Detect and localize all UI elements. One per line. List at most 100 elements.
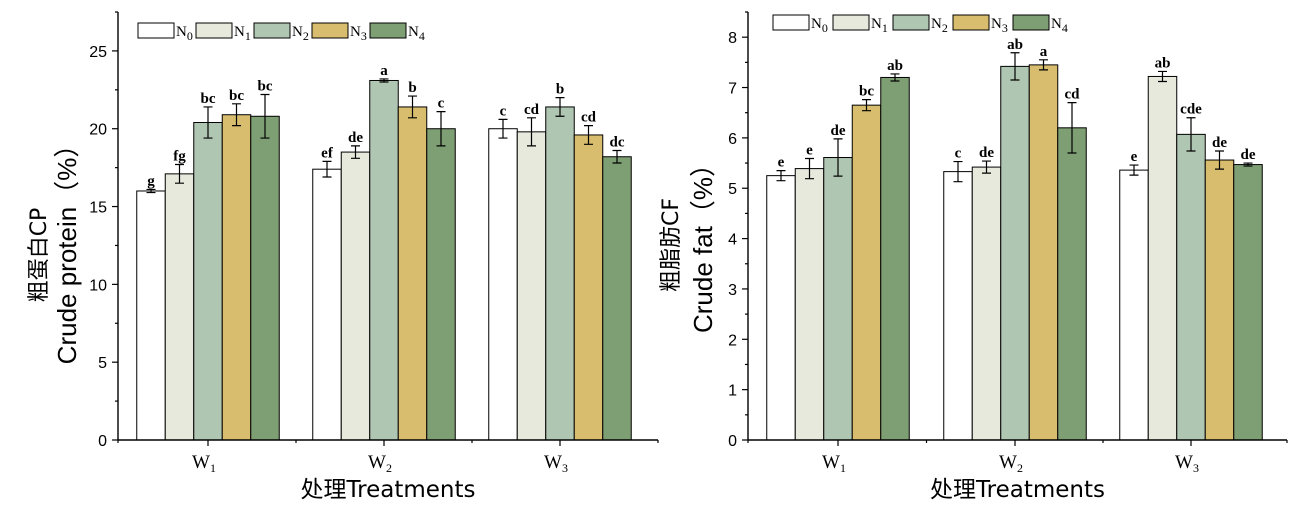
significance-label-N0-1: g xyxy=(147,173,155,189)
significance-label-N0-3: c xyxy=(500,103,507,119)
bar-N4-3 xyxy=(602,156,632,441)
legend-label-N3: N3 xyxy=(991,16,1008,35)
legend-label-N0-sub: 0 xyxy=(187,29,193,43)
error-bar-N3-2 xyxy=(408,95,417,119)
legend-swatch-N0 xyxy=(137,22,175,39)
bar-N0-3 xyxy=(488,128,518,441)
bar-N2-3 xyxy=(545,106,575,441)
significance-label-N3-1: bc xyxy=(859,84,874,100)
x-tick-label-3-main: W xyxy=(544,452,562,473)
significance-label-N4-2: c xyxy=(438,96,445,112)
significance-label-N3-2: a xyxy=(1040,44,1048,60)
bar-N4-2 xyxy=(426,128,456,441)
bar-N2-1 xyxy=(193,122,223,441)
error-bar-N4-3 xyxy=(1243,162,1253,167)
significance-label-N3-2: b xyxy=(408,80,416,96)
significance-label-N3-3: cd xyxy=(581,110,597,126)
legend-label-N2-main: N xyxy=(931,16,942,32)
significance-label-N2-1: de xyxy=(831,123,846,139)
significance-label-N2-3: cde xyxy=(1180,102,1202,118)
significance-label-N2-3: b xyxy=(556,82,564,98)
legend-label-N3: N3 xyxy=(350,24,367,43)
error-bar-N4-2 xyxy=(436,111,446,147)
y-tick-label: 1 xyxy=(728,383,737,400)
bar-N2-1 xyxy=(823,157,853,441)
x-axis-title: 处理Treatments xyxy=(930,477,1105,503)
bar-N2-2 xyxy=(369,79,399,441)
error-bar-N3-1 xyxy=(862,99,871,112)
legend-label-N4: N4 xyxy=(1051,16,1068,35)
legend-swatch-N4 xyxy=(369,22,407,39)
x-tick-label-1: W1 xyxy=(192,452,216,475)
significance-label-N1-1: e xyxy=(806,143,813,159)
error-bar-N1-2 xyxy=(982,160,991,174)
significance-label-N1-2: de xyxy=(979,145,994,161)
x-tick-label-2-sub: 2 xyxy=(1017,461,1023,475)
legend-swatch-N1 xyxy=(195,22,233,39)
legend-label-N3-main: N xyxy=(350,24,361,40)
error-bar-N2-1 xyxy=(833,138,843,177)
significance-label-N2-2: ab xyxy=(1007,37,1023,53)
significance-label-N4-3: de xyxy=(1241,147,1256,163)
legend-label-N4-main: N xyxy=(1051,16,1062,32)
bar-N1-2 xyxy=(340,151,371,441)
y-axis-title-cn: 粗蛋白CP xyxy=(27,208,52,303)
significance-label-N4-1: bc xyxy=(258,78,273,94)
significance-label-N0-1: e xyxy=(778,155,785,171)
error-bar-N4-1 xyxy=(260,93,270,139)
error-bar-N3-3 xyxy=(1215,150,1224,170)
x-tick-label-3: W3 xyxy=(544,452,568,475)
x-tick-label-1-main: W xyxy=(822,452,840,473)
error-bar-N2-2 xyxy=(379,78,389,83)
legend-swatch-N2 xyxy=(253,22,291,39)
legend-label-N4-sub: 4 xyxy=(419,29,425,43)
bar-N1-1 xyxy=(164,173,195,441)
significance-label-N2-2: a xyxy=(380,63,388,79)
bar-N1-1 xyxy=(794,168,825,441)
bar-N3-3 xyxy=(573,134,604,441)
y-tick-label: 0 xyxy=(98,433,107,450)
legend-swatch-N0 xyxy=(772,14,810,31)
legend-label-N0-main: N xyxy=(811,16,822,32)
bar-N4-3 xyxy=(1233,164,1263,441)
y-tick-label: 15 xyxy=(89,200,107,217)
significance-label-N1-3: ab xyxy=(1155,55,1171,71)
error-bar-N3-2 xyxy=(1039,59,1048,71)
significance-label-N0-2: ef xyxy=(321,145,334,161)
error-bar-N1-1 xyxy=(175,163,184,184)
significance-label-N0-2: c xyxy=(955,146,962,162)
error-bar-N2-3 xyxy=(555,97,565,117)
bar-N0-2 xyxy=(943,171,973,441)
y-tick-label: 10 xyxy=(89,277,107,294)
x-tick-label-2-main: W xyxy=(368,452,386,473)
y-tick-label: 7 xyxy=(728,81,737,98)
y-tick-label: 8 xyxy=(728,30,737,47)
y-axis-title-cn: 粗脂肪CF xyxy=(659,198,684,292)
legend-swatch-N4 xyxy=(1012,14,1050,31)
y-tick-label: 6 xyxy=(728,131,737,148)
y-tick-label: 5 xyxy=(98,355,107,372)
significance-label-N3-1: bc xyxy=(229,88,244,104)
y-tick-label: 20 xyxy=(89,122,107,139)
significance-label-N0-3: e xyxy=(1131,149,1138,165)
legend-label-N1: N1 xyxy=(234,24,251,43)
error-bar-N0-3 xyxy=(498,118,508,139)
y-tick-label: 3 xyxy=(728,282,737,299)
legend-swatch-N1 xyxy=(832,14,870,31)
y-axis-title-en: Crude fat（%） xyxy=(688,151,718,333)
error-bar-N3-1 xyxy=(232,103,241,127)
bar-N3-2 xyxy=(397,106,428,441)
bar-N4-2 xyxy=(1057,127,1087,441)
x-tick-label-3-sub: 3 xyxy=(1193,461,1199,475)
legend-label-N0-sub: 0 xyxy=(822,21,828,35)
significance-label-N1-2: de xyxy=(348,130,363,146)
x-tick-label-2: W2 xyxy=(368,452,392,475)
x-tick-label-3-main: W xyxy=(1175,452,1193,473)
significance-label-N4-1: ab xyxy=(887,58,903,74)
significance-label-N2-1: bc xyxy=(201,91,216,107)
error-bar-N1-2 xyxy=(351,145,360,159)
bar-N0-2 xyxy=(312,168,342,441)
x-tick-label-1-sub: 1 xyxy=(210,461,216,475)
